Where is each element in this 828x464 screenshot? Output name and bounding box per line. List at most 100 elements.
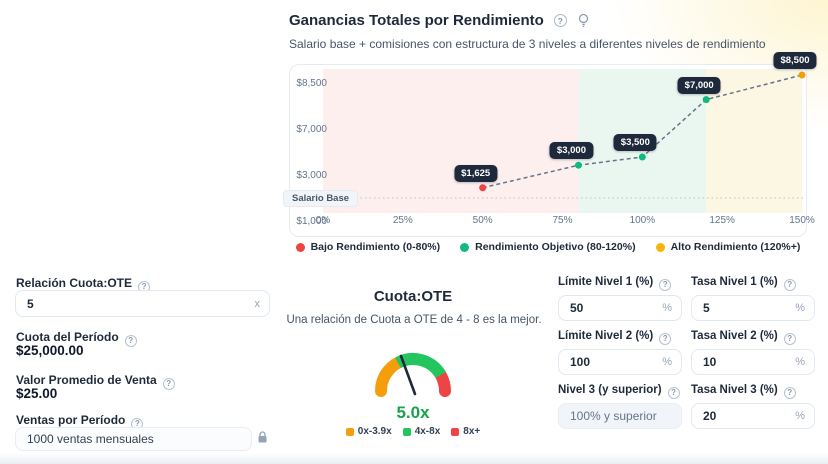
tier-field-box: %: [691, 295, 815, 321]
tier-input-2[interactable]: [691, 295, 815, 321]
data-point[interactable]: [638, 153, 646, 161]
data-point[interactable]: [798, 71, 806, 79]
gauge-legend-item: 0x-3.9x: [345, 426, 392, 437]
help-icon[interactable]: ?: [124, 335, 137, 347]
data-point-label: $3,000: [549, 142, 593, 160]
tier-field-box: %: [558, 295, 682, 321]
gauge-title: Cuota:OTE: [373, 288, 453, 305]
tier-input-4[interactable]: [691, 349, 815, 375]
tier-input-5[interactable]: [558, 403, 682, 429]
gauge-legend: 0x-3.9x 4x-8x 8x+: [303, 426, 523, 437]
chart-canvas: [323, 69, 806, 213]
y-axis-tick: $3,000: [296, 170, 327, 181]
gauge-legend-label: 4x-8x: [414, 426, 441, 437]
percent-suffix: %: [795, 410, 805, 422]
page-title: Ganancias Totales por Rendimiento: [289, 12, 544, 29]
tier-field: Límite Nivel 2 (%)?%: [558, 330, 682, 375]
help-icon[interactable]: ?: [783, 279, 796, 291]
zone-band: [323, 69, 579, 213]
tier-field-label: Tasa Nivel 2 (%)?: [691, 330, 815, 345]
chart-legend: Bajo Rendimiento (0-80%) Rendimiento Obje…: [289, 241, 807, 253]
quota-ote-input[interactable]: [15, 290, 270, 317]
data-point[interactable]: [702, 96, 710, 104]
legend-dot-icon: [655, 242, 665, 252]
tier-field-box: [558, 403, 682, 429]
gauge-subtitle: Una relación de Cuota a OTE de 4 - 8 es …: [286, 314, 542, 326]
x-axis-tick: 0%: [315, 215, 331, 226]
help-icon[interactable]: ?: [783, 333, 796, 345]
quota-ote-suffix: x: [254, 297, 261, 310]
period-quota-label: Cuota del Período?: [16, 330, 137, 347]
section-divider-band: [0, 453, 828, 464]
tier-field-box: %: [691, 349, 815, 375]
data-point-label: $7,000: [677, 76, 721, 94]
label-text: Límite Nivel 2 (%): [558, 330, 654, 342]
tier-field-label: Nivel 3 (y superior)?: [558, 384, 682, 399]
legend-dot-icon: [295, 242, 305, 252]
x-axis-tick: 100%: [629, 215, 656, 226]
gauge-legend-label: 0x-3.9x: [357, 426, 392, 437]
tier-field: Límite Nivel 1 (%)?%: [558, 276, 682, 321]
tier-field: Nivel 3 (y superior)?: [558, 384, 682, 429]
gauge-needle: [399, 354, 417, 396]
avg-sale-label: Valor Promedio de Venta?: [16, 373, 175, 390]
help-icon[interactable]: ?: [162, 378, 175, 390]
tier-input-3[interactable]: [558, 349, 682, 375]
label-text: Tasa Nivel 1 (%): [691, 276, 778, 288]
x-axis-tick: 25%: [392, 215, 413, 226]
label-text: Tasa Nivel 3 (%): [691, 384, 778, 396]
x-axis-tick: 125%: [709, 215, 735, 226]
help-icon[interactable]: ?: [659, 333, 672, 345]
avg-sale-value: $25.00: [16, 386, 58, 401]
zone-band: [706, 69, 802, 213]
data-point-label: $3,500: [613, 134, 657, 151]
legend-label: Bajo Rendimiento (0-80%): [310, 241, 441, 253]
tier-field-label: Tasa Nivel 1 (%)?: [691, 276, 815, 291]
data-point[interactable]: [479, 184, 487, 192]
x-axis-tick: 50%: [472, 215, 493, 226]
chart-title-row: Ganancias Totales por Rendimiento ?: [289, 12, 590, 29]
tier-input-6[interactable]: [691, 403, 815, 429]
legend-label: Rendimiento Objetivo (80-120%): [475, 241, 636, 253]
legend-label: Alto Rendimiento (120%+): [670, 241, 801, 253]
legend-item[interactable]: Alto Rendimiento (120%+): [655, 241, 801, 253]
label-text: Tasa Nivel 2 (%): [691, 330, 778, 342]
gauge-legend-item: 8x+: [451, 426, 480, 437]
data-point[interactable]: [574, 161, 582, 169]
tier-field: Tasa Nivel 2 (%)?%: [691, 330, 815, 375]
y-axis-tick: $7,000: [296, 124, 327, 135]
legend-item[interactable]: Bajo Rendimiento (0-80%): [295, 241, 441, 253]
chart-subtitle: Salario base + comisiones con estructura…: [289, 37, 766, 51]
data-point-label: $1,625: [454, 164, 498, 182]
gauge-legend-item: 4x-8x: [402, 426, 441, 437]
percent-suffix: %: [795, 356, 805, 368]
gauge-legend-label: 8x+: [463, 426, 481, 437]
x-axis-tick: 150%: [789, 215, 815, 226]
period-quota-value: $25,000.00: [16, 343, 84, 358]
label-text: Nivel 3 (y superior): [558, 384, 662, 396]
tier-field-label: Tasa Nivel 3 (%)?: [691, 384, 815, 399]
x-axis-tick: 75%: [552, 215, 573, 226]
help-icon[interactable]: ?: [659, 279, 672, 291]
lock-icon[interactable]: [257, 431, 268, 449]
label-text: Límite Nivel 1 (%): [558, 276, 654, 288]
data-point-label: $8,500: [773, 52, 817, 69]
legend-item[interactable]: Rendimiento Objetivo (80-120%): [460, 241, 636, 253]
y-axis-tick: $1,000: [296, 216, 327, 227]
lightbulb-icon[interactable]: [577, 13, 590, 28]
legend-dot-icon: [460, 242, 470, 252]
tier-field: Tasa Nivel 3 (%)?%: [691, 384, 815, 429]
help-icon[interactable]: ?: [553, 14, 567, 27]
sales-period-input[interactable]: [15, 427, 252, 451]
quota-ote-gauge: [375, 353, 451, 397]
help-icon[interactable]: ?: [667, 387, 680, 399]
tier-field-box: %: [691, 403, 815, 429]
gauge-value: 5.0x: [396, 403, 430, 422]
tier-field-box: %: [558, 349, 682, 375]
percent-suffix: %: [662, 356, 672, 368]
baseline-chip: Salario Base: [283, 190, 359, 207]
help-icon[interactable]: ?: [783, 387, 796, 399]
tier-input-1[interactable]: [558, 295, 682, 321]
sales-period-fieldbox: [15, 427, 252, 451]
